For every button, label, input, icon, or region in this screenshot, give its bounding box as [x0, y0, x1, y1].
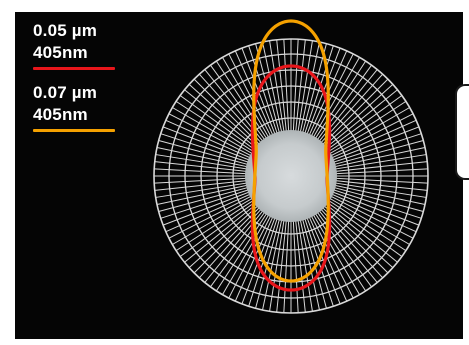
legend-size-label: 0.07 µm [33, 82, 143, 104]
legend-wavelength-label: 405nm [33, 42, 143, 64]
legend-wavelength-label: 405nm [33, 104, 143, 126]
legend-entry-0.05um: 0.05 µm 405nm [33, 20, 143, 70]
legend-size-label: 0.05 µm [33, 20, 143, 42]
legend: 0.05 µm 405nm 0.07 µm 405nm [33, 20, 143, 144]
legend-entry-0.07um: 0.07 µm 405nm [33, 82, 143, 132]
callout-box-edge [455, 84, 469, 180]
legend-swatch-red [33, 67, 115, 70]
central-sphere [245, 130, 337, 222]
legend-swatch-orange [33, 129, 115, 132]
